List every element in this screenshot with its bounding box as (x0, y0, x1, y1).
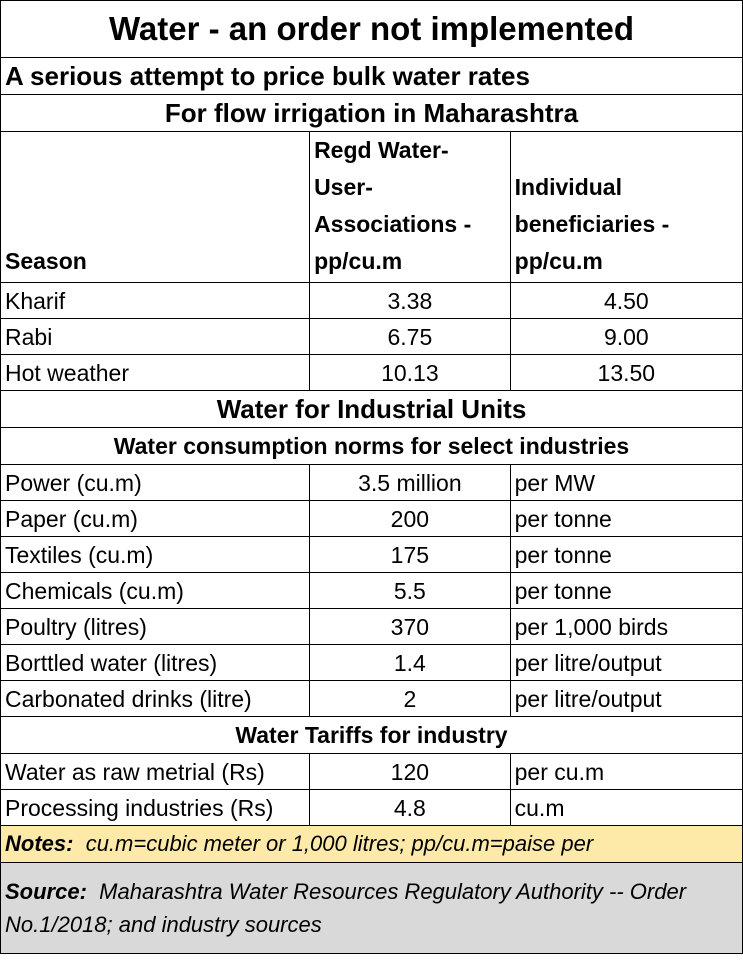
individual-rate-cell: 9.00 (509, 318, 743, 355)
norm-row: Carbonated drinks (litre) 2 per litre/ou… (0, 680, 743, 717)
irrigation-heading-row: For flow irrigation in Maharashtra (0, 94, 743, 132)
tariff-unit-cell: per cu.m (509, 753, 743, 790)
norm-row: Poultry (litres) 370 per 1,000 birds (0, 608, 743, 645)
irrigation-heading: For flow irrigation in Maharashtra (0, 94, 743, 132)
tariff-row: Water as raw metrial (Rs) 120 per cu.m (0, 753, 743, 790)
col-header-wua: Regd Water-User-Associations - pp/cu.m (309, 131, 511, 283)
industry-cell: Water as raw metrial (Rs) (0, 753, 311, 790)
industry-cell: Textiles (cu.m) (0, 536, 311, 573)
notes-cell: Notes: cu.m=cubic meter or 1,000 litres;… (0, 825, 743, 863)
season-cell: Kharif (0, 282, 311, 319)
norm-value-cell: 5.5 (309, 572, 511, 609)
source-text: Maharashtra Water Resources Regulatory A… (5, 879, 687, 937)
table-subtitle: A serious attempt to price bulk water ra… (0, 57, 743, 95)
notes-label: Notes: (5, 831, 74, 856)
norm-unit-cell: per MW (509, 464, 743, 501)
norm-unit-cell: per litre/output (509, 644, 743, 681)
norms-heading: Water consumption norms for select indus… (0, 427, 743, 465)
industry-cell: Carbonated drinks (litre) (0, 680, 311, 717)
tariff-value-cell: 4.8 (309, 789, 511, 826)
norm-value-cell: 200 (309, 500, 511, 537)
industrial-heading-row: Water for Industrial Units (0, 390, 743, 428)
norm-unit-cell: per litre/output (509, 680, 743, 717)
industry-cell: Poultry (litres) (0, 608, 311, 645)
norm-row: Chemicals (cu.m) 5.5 per tonne (0, 572, 743, 609)
norm-row: Borttled water (litres) 1.4 per litre/ou… (0, 644, 743, 681)
norm-value-cell: 1.4 (309, 644, 511, 681)
table-title: Water - an order not implemented (0, 0, 743, 58)
norm-value-cell: 2 (309, 680, 511, 717)
industry-cell: Borttled water (litres) (0, 644, 311, 681)
individual-rate-cell: 13.50 (509, 354, 743, 391)
tariffs-heading-row: Water Tariffs for industry (0, 716, 743, 754)
irrigation-row: Hot weather 10.13 13.50 (0, 354, 743, 391)
norm-unit-cell: per 1,000 birds (509, 608, 743, 645)
title-row: Water - an order not implemented (0, 0, 743, 58)
norm-value-cell: 370 (309, 608, 511, 645)
notes-text: cu.m=cubic meter or 1,000 litres; pp/cu.… (85, 831, 594, 856)
norm-unit-cell: per tonne (509, 536, 743, 573)
industrial-heading: Water for Industrial Units (0, 390, 743, 428)
season-cell: Hot weather (0, 354, 311, 391)
industry-cell: Processing industries (Rs) (0, 789, 311, 826)
tariff-value-cell: 120 (309, 753, 511, 790)
industry-cell: Power (cu.m) (0, 464, 311, 501)
norm-row: Power (cu.m) 3.5 million per MW (0, 464, 743, 501)
tariffs-heading: Water Tariffs for industry (0, 716, 743, 754)
col-header-individual: Individual beneficiaries - pp/cu.m (509, 131, 743, 283)
norm-unit-cell: per tonne (509, 572, 743, 609)
source-label: Source: (5, 879, 87, 904)
col-header-season: Season (0, 131, 311, 283)
industry-cell: Paper (cu.m) (0, 500, 311, 537)
norms-heading-row: Water consumption norms for select indus… (0, 427, 743, 465)
source-cell: Source: Maharashtra Water Resources Regu… (0, 862, 743, 954)
tariff-row: Processing industries (Rs) 4.8 cu.m (0, 789, 743, 826)
wua-rate-cell: 10.13 (309, 354, 511, 391)
wua-rate-cell: 6.75 (309, 318, 511, 355)
norm-row: Textiles (cu.m) 175 per tonne (0, 536, 743, 573)
individual-rate-cell: 4.50 (509, 282, 743, 319)
subtitle-row: A serious attempt to price bulk water ra… (0, 57, 743, 95)
notes-row: Notes: cu.m=cubic meter or 1,000 litres;… (0, 825, 743, 863)
irrigation-row: Rabi 6.75 9.00 (0, 318, 743, 355)
season-cell: Rabi (0, 318, 311, 355)
norm-unit-cell: per tonne (509, 500, 743, 537)
wua-rate-cell: 3.38 (309, 282, 511, 319)
industry-cell: Chemicals (cu.m) (0, 572, 311, 609)
irrigation-header-row: Season Regd Water-User-Associations - pp… (0, 131, 743, 283)
tariff-unit-cell: cu.m (509, 789, 743, 826)
source-row: Source: Maharashtra Water Resources Regu… (0, 862, 743, 954)
norm-value-cell: 175 (309, 536, 511, 573)
norm-row: Paper (cu.m) 200 per tonne (0, 500, 743, 537)
norm-value-cell: 3.5 million (309, 464, 511, 501)
irrigation-row: Kharif 3.38 4.50 (0, 282, 743, 319)
